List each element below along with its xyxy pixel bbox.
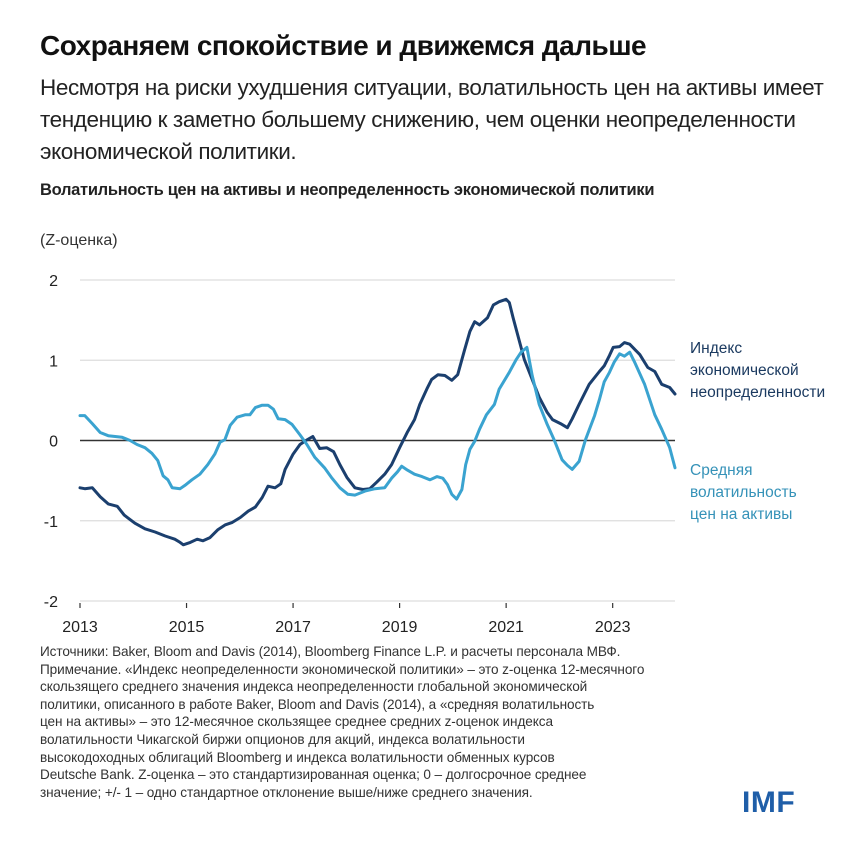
x-tick-label: 2023 [595, 619, 631, 636]
x-tick-label: 2019 [382, 619, 418, 636]
legend-volatility-line-3: цен на активы [690, 506, 793, 523]
legend-uncertainty-line-3: неопределенности [690, 384, 826, 401]
chart-title: Волатильность цен на активы и неопределе… [40, 181, 655, 199]
series-line-asset-volatility [78, 345, 677, 501]
page-title: Сохраняем спокойствие и движемся дальше [40, 30, 647, 61]
imf-logo: IMF [742, 786, 796, 819]
legend-asset-volatility: Средняя волатильность цен на активы [690, 460, 797, 526]
legend-volatility-line-1: Средняя [690, 462, 753, 479]
series-lines [78, 297, 677, 547]
x-tick-label: 2013 [62, 619, 98, 636]
x-tick-label: 2021 [488, 619, 524, 636]
note-line: значение; +/- 1 – одно стандартное откло… [40, 784, 533, 800]
y-tick-label: 1 [49, 353, 58, 370]
line-chart: 2 1 0 -1 -2 2013 2015 2017 2019 2021 2023 [44, 273, 677, 636]
note-line: Источники: Baker, Bloom and Davis (2014)… [40, 644, 621, 659]
y-tick-label: 0 [49, 434, 58, 451]
series-line-uncertainty-index [78, 297, 677, 547]
x-tick-label: 2017 [275, 619, 311, 636]
legend-uncertainty-line-2: экономической [690, 362, 799, 379]
legend-volatility-line-2: волатильность [690, 484, 797, 501]
note-line: высокодоходных облигаций Bloomberg и инд… [40, 749, 555, 765]
legend-uncertainty-line-1: Индекс [690, 340, 743, 357]
note-line: волатильности Чикагской биржи опционов д… [40, 731, 525, 747]
note-line: цен на активы» – это 12-месячное скользя… [40, 714, 553, 730]
y-tick-label: -2 [44, 594, 58, 611]
page-subtitle: Несмотря на риски ухудшения ситуации, во… [40, 75, 824, 164]
gridlines [80, 279, 675, 602]
note-line: скользящего среднего значения индекса не… [40, 679, 588, 695]
legend-uncertainty-index: Индекс экономической неопределенности [690, 338, 825, 404]
x-tick-label: 2015 [169, 619, 205, 636]
x-axis-ticks: 2013 2015 2017 2019 2021 2023 [62, 603, 631, 636]
y-tick-label: -1 [44, 514, 58, 531]
y-tick-label: 2 [49, 273, 58, 290]
note-line: политики, описанного в работе Baker, Blo… [40, 696, 595, 712]
y-axis-ticks: 2 1 0 -1 -2 [44, 273, 58, 611]
sources-and-notes: Источники: Baker, Bloom and Davis (2014)… [40, 643, 780, 801]
y-axis-unit-label: (Z-оценка) [40, 232, 118, 249]
note-line: Deutsche Bank. Z-оценка – это стандартиз… [40, 767, 587, 783]
note-line: Примечание. «Индекс неопределенности эко… [40, 661, 645, 677]
